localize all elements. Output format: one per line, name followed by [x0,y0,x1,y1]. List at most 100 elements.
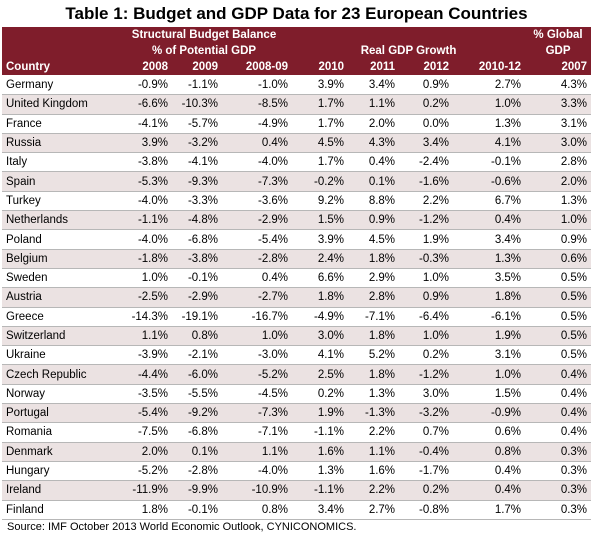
value-cell: -3.0% [222,345,293,366]
value-cell: 1.8% [348,249,400,269]
value-cell: 0.5% [525,268,592,289]
table-row: Turkey -4.0% -3.3% -3.6% 9.2% 8.8% 2.2% 6.7% 1.3… [2,191,592,212]
value-cell: 3.1% [453,345,526,366]
value-cell: 0.8% [172,326,222,347]
value-cell: 1.0% [525,210,592,231]
value-cell: 2.0% [116,442,172,462]
value-cell: 1.3% [453,114,526,134]
value-cell: 6.7% [453,191,526,212]
table-row: Greece -14.3% -19.1% -16.7% -4.9% -7.1% -6.4% -… [2,307,592,327]
value-cell: 0.4% [453,461,526,482]
value-cell: 0.3% [525,442,592,462]
table-row: Poland -4.0% -6.8% -5.4% 3.9% 4.5% 1.9% 3.4% 0.9… [2,229,592,250]
table-row: United Kingdom -6.6% -10.3% -8.5% 1.7% 1.1% 0.… [2,94,592,115]
value-cell: 3.9% [116,133,172,154]
value-cell: 1.0% [399,326,454,347]
value-cell: 3.0% [292,326,349,347]
value-cell: 0.2% [399,94,454,115]
country-cell: Romania [2,422,116,443]
header-country: Country [2,59,116,76]
value-cell: -3.9% [116,345,172,366]
header-col-2010-12: 2010-12 [453,59,526,76]
value-cell: 1.9% [399,229,454,250]
value-cell: 3.4% [292,500,349,520]
table-row: Netherlands -1.1% -4.8% -2.9% 1.5% 0.9% -1.2% 0… [2,210,592,231]
value-cell: -7.1% [222,422,293,443]
table-row: Sweden 1.0% -0.1% 0.4% 6.6% 2.9% 1.0% 3.5% 0.5% [2,268,592,289]
value-cell: 4.3% [525,75,592,96]
table-row: Czech Republic -4.4% -6.0% -5.2% 2.5% 1.8% -1.… [2,364,592,385]
value-cell: 4.5% [348,229,400,250]
value-cell: -1.2% [399,364,454,385]
value-cell: -0.8% [399,500,454,520]
value-cell: 0.6% [453,422,526,443]
table-row: Italy -3.8% -4.1% -4.0% 1.7% 0.4% -2.4% -0.1% 2.… [2,152,592,173]
value-cell: -4.1% [172,152,222,173]
value-cell: 3.9% [292,75,349,96]
value-cell: 2.2% [348,422,400,443]
table-row: Ukraine -3.9% -2.1% -3.0% 4.1% 5.2% 0.2% 3.1% 0.… [2,345,592,366]
value-cell: 2.7% [453,75,526,96]
header-col-2012: 2012 [399,59,454,76]
value-cell: -5.3% [116,171,172,192]
value-cell: -4.0% [116,191,172,212]
country-cell: Norway [2,384,116,405]
value-cell: 2.2% [348,480,400,501]
value-cell: -9.3% [172,171,222,192]
value-cell: 1.1% [116,326,172,347]
value-cell: -7.3% [222,171,293,192]
value-cell: 0.5% [525,287,592,308]
value-cell: 3.4% [399,133,454,154]
value-cell: -6.8% [172,422,222,443]
country-cell: Turkey [2,191,116,212]
value-cell: -11.9% [116,480,172,501]
value-cell: 3.1% [525,114,592,134]
header-group-gdp: Real GDP Growth [292,43,526,59]
value-cell: -2.7% [222,287,293,308]
value-cell: 2.4% [292,249,349,269]
value-cell: -6.1% [453,307,526,327]
value-cell: 0.2% [399,345,454,366]
value-cell: 0.2% [399,480,454,501]
value-cell: 3.0% [525,133,592,154]
value-cell: 1.1% [222,442,293,462]
table-row: France -4.1% -5.7% -4.9% 1.7% 2.0% 0.0% 1.3% 3.1… [2,114,592,134]
table-row: Austria -2.5% -2.9% -2.7% 1.8% 2.8% 0.9% 1.8% 0.… [2,287,592,308]
value-cell: 1.0% [453,94,526,115]
value-cell: -2.5% [116,287,172,308]
value-cell: -4.1% [116,114,172,134]
country-cell: Denmark [2,442,116,462]
value-cell: 2.8% [525,152,592,173]
header-col-2007: 2007 [525,59,592,76]
table-title: Table 1: Budget and GDP Data for 23 Euro… [65,4,528,23]
value-cell: -7.5% [116,422,172,443]
value-cell: -19.1% [172,307,222,327]
value-cell: 1.5% [292,210,349,231]
table-row: Denmark 2.0% 0.1% 1.1% 1.6% 1.1% -0.4% 0.8% 0.3% [2,442,592,462]
header-group-budget-sub: % of Potential GDP [116,43,293,59]
value-cell: 0.1% [348,171,400,192]
value-cell: -2.4% [399,152,454,173]
value-cell: 0.8% [222,500,293,520]
value-cell: -7.3% [222,403,293,424]
value-cell: 1.5% [453,384,526,405]
value-cell: 1.1% [348,94,400,115]
value-cell: -1.8% [116,249,172,269]
value-cell: 0.0% [399,114,454,134]
value-cell: 0.5% [525,307,592,327]
budget-gdp-table: Structural Budget Balance % Global % of … [2,27,592,520]
value-cell: -4.9% [222,114,293,134]
country-cell: United Kingdom [2,94,116,115]
value-cell: -1.0% [222,75,293,96]
value-cell: 1.6% [292,442,349,462]
header-col-2008-09: 2008-09 [222,59,293,76]
value-cell: -1.1% [292,422,349,443]
value-cell: 1.7% [292,152,349,173]
value-cell: 1.8% [292,287,349,308]
value-cell: 3.4% [453,229,526,250]
header-col-2010: 2010 [292,59,349,76]
value-cell: 1.9% [292,403,349,424]
value-cell: 1.6% [348,461,400,482]
value-cell: -6.6% [116,94,172,115]
